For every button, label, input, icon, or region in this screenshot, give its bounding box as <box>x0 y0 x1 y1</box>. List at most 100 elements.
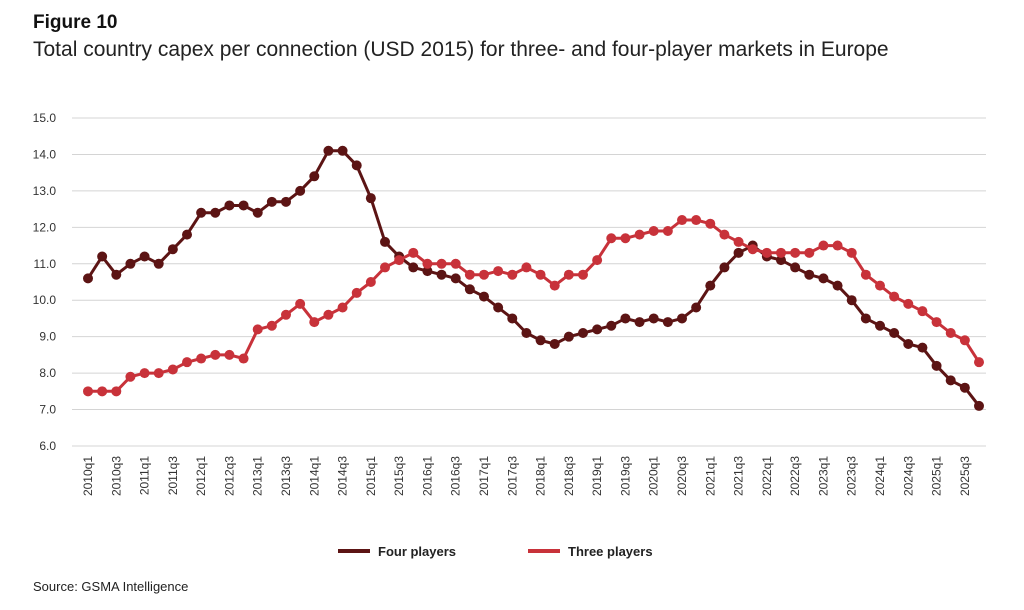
x-tick-label: 2010q1 <box>81 456 95 496</box>
data-point <box>351 160 362 171</box>
y-tick-label: 11.0 <box>34 257 57 271</box>
legend-item[interactable]: Four players <box>338 544 456 559</box>
data-point <box>521 328 532 339</box>
legend-item[interactable]: Three players <box>528 544 653 559</box>
data-point <box>281 309 291 320</box>
data-point <box>818 273 829 284</box>
y-tick-label: 8.0 <box>39 366 56 380</box>
x-tick-label: 2012q3 <box>222 456 236 496</box>
data-point <box>931 360 942 371</box>
data-point <box>563 269 574 280</box>
data-point <box>705 218 716 229</box>
data-point <box>295 185 306 196</box>
data-point <box>97 386 108 397</box>
data-point <box>125 371 136 382</box>
x-tick-label: 2010q3 <box>109 456 123 496</box>
data-point <box>210 349 221 360</box>
data-point <box>535 335 546 346</box>
data-point <box>422 266 433 277</box>
x-tick-label: 2023q3 <box>845 456 859 496</box>
data-point <box>182 229 192 240</box>
data-point <box>266 196 277 207</box>
data-point <box>889 291 900 302</box>
data-point <box>719 262 730 273</box>
data-point <box>365 193 376 204</box>
series-group <box>83 145 984 411</box>
data-point <box>507 313 518 324</box>
data-point <box>238 200 249 211</box>
data-point <box>804 247 815 258</box>
data-point <box>351 287 362 298</box>
data-point <box>281 196 291 207</box>
data-point <box>408 262 419 273</box>
data-point <box>196 353 207 364</box>
source-note: Source: GSMA Intelligence <box>33 579 189 594</box>
data-point <box>620 233 631 244</box>
data-point <box>875 280 885 291</box>
data-point <box>97 251 108 262</box>
figure-label: Figure 10 <box>33 12 118 33</box>
data-point <box>125 258 136 269</box>
data-point <box>167 244 178 255</box>
data-point <box>380 262 390 273</box>
data-point <box>578 269 588 280</box>
data-point <box>733 236 744 247</box>
data-point <box>83 273 93 284</box>
x-tick-label: 2022q1 <box>760 456 774 496</box>
series-line <box>86 149 981 407</box>
data-point <box>266 320 277 331</box>
y-tick-label: 10.0 <box>33 293 57 307</box>
x-tick-label: 2021q1 <box>703 456 717 496</box>
data-point <box>111 269 122 280</box>
data-point <box>662 317 673 328</box>
data-point <box>846 247 857 258</box>
data-point <box>309 171 320 182</box>
legend[interactable]: Four players Three players <box>338 544 653 559</box>
data-point <box>719 229 730 240</box>
data-point <box>959 335 970 346</box>
data-point <box>974 400 984 411</box>
legend-label: Four players <box>378 544 456 559</box>
data-point <box>959 382 970 393</box>
data-point <box>846 295 857 306</box>
x-tick-label: 2019q1 <box>590 456 604 496</box>
data-point <box>323 145 334 156</box>
x-tick-label: 2016q3 <box>449 456 463 496</box>
x-tick-label: 2013q1 <box>251 456 265 496</box>
data-point <box>196 207 207 218</box>
data-point <box>167 364 178 375</box>
data-point <box>776 247 786 258</box>
x-tick-label: 2021q3 <box>732 456 746 496</box>
y-tick-label: 9.0 <box>39 330 56 344</box>
data-point <box>648 313 659 324</box>
data-point <box>875 320 885 331</box>
y-tick-label: 13.0 <box>33 184 57 198</box>
data-point <box>705 280 716 291</box>
data-point <box>182 357 192 368</box>
data-point <box>691 215 702 226</box>
data-point <box>394 255 405 266</box>
data-point <box>464 284 475 295</box>
data-point <box>521 262 532 273</box>
data-point <box>691 302 702 313</box>
series-line <box>88 218 981 393</box>
x-tick-label: 2020q3 <box>675 456 689 496</box>
x-tick-label: 2020q1 <box>647 456 661 496</box>
data-point <box>549 280 560 291</box>
data-point <box>436 258 447 269</box>
data-point <box>818 240 829 251</box>
data-point <box>776 255 786 266</box>
data-point <box>761 247 772 258</box>
line-chart: 6.0 7.0 8.0 9.0 10.0 11.0 12.0 13.0 14.0 15.0 201… <box>33 111 986 559</box>
data-point <box>677 313 687 324</box>
data-point <box>790 247 801 258</box>
data-point <box>309 317 320 328</box>
legend-label: Three players <box>568 544 653 559</box>
data-point <box>804 269 815 280</box>
data-point <box>620 313 631 324</box>
data-point <box>365 277 376 287</box>
data-point <box>945 375 956 386</box>
data-point <box>380 236 390 247</box>
data-point <box>210 207 221 218</box>
data-point <box>592 255 603 266</box>
